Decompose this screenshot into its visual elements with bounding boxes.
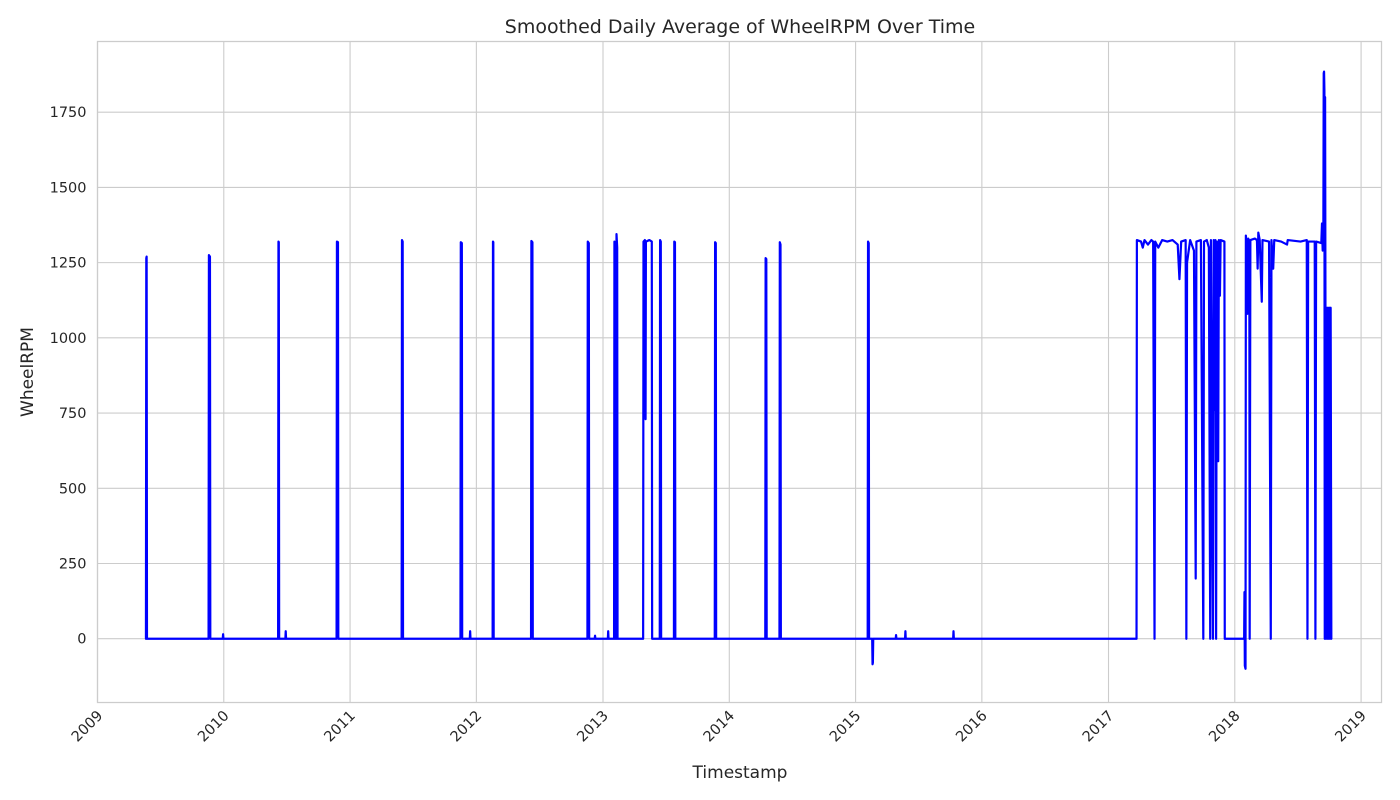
y-gridlines bbox=[97, 111, 1382, 640]
x-tick-label: 2011 bbox=[321, 708, 358, 745]
plot-area bbox=[96, 40, 1383, 704]
y-tick-label: 1000 bbox=[50, 331, 87, 347]
y-tick-labels: 0 250 500 750 1000 1250 1500 1750 bbox=[50, 105, 87, 648]
x-tick-label: 2013 bbox=[574, 708, 611, 745]
y-tick-label: 500 bbox=[59, 481, 87, 497]
x-tick-label: 2019 bbox=[1333, 708, 1370, 745]
y-tick-label: 1250 bbox=[50, 256, 87, 272]
x-tick-label: 2017 bbox=[1080, 708, 1117, 745]
x-tick-label: 2015 bbox=[827, 708, 864, 745]
y-tick-label: 0 bbox=[77, 632, 86, 648]
y-axis-label: WheelRPM bbox=[18, 327, 38, 417]
y-tick-label: 750 bbox=[59, 406, 87, 422]
x-tick-label: 2014 bbox=[701, 708, 738, 745]
x-gridlines bbox=[96, 41, 1362, 703]
x-tick-label: 2010 bbox=[195, 708, 232, 745]
x-tick-label: 2018 bbox=[1206, 708, 1243, 745]
x-axis-label: Timestamp bbox=[692, 763, 788, 783]
x-tick-label: 2016 bbox=[953, 708, 990, 745]
y-tick-label: 250 bbox=[59, 557, 87, 573]
chart-title: Smoothed Daily Average of WheelRPM Over … bbox=[505, 16, 975, 38]
series-line-wheelrpm bbox=[144, 70, 1333, 670]
series-layer bbox=[144, 70, 1333, 670]
x-tick-label: 2009 bbox=[69, 708, 106, 745]
y-tick-label: 1500 bbox=[50, 180, 87, 196]
y-tick-label: 1750 bbox=[50, 105, 87, 121]
x-tick-label: 2012 bbox=[448, 708, 485, 745]
x-tick-labels: 2009 2010 2011 2012 2013 2014 2015 2016 2017 2018… bbox=[69, 708, 1370, 745]
